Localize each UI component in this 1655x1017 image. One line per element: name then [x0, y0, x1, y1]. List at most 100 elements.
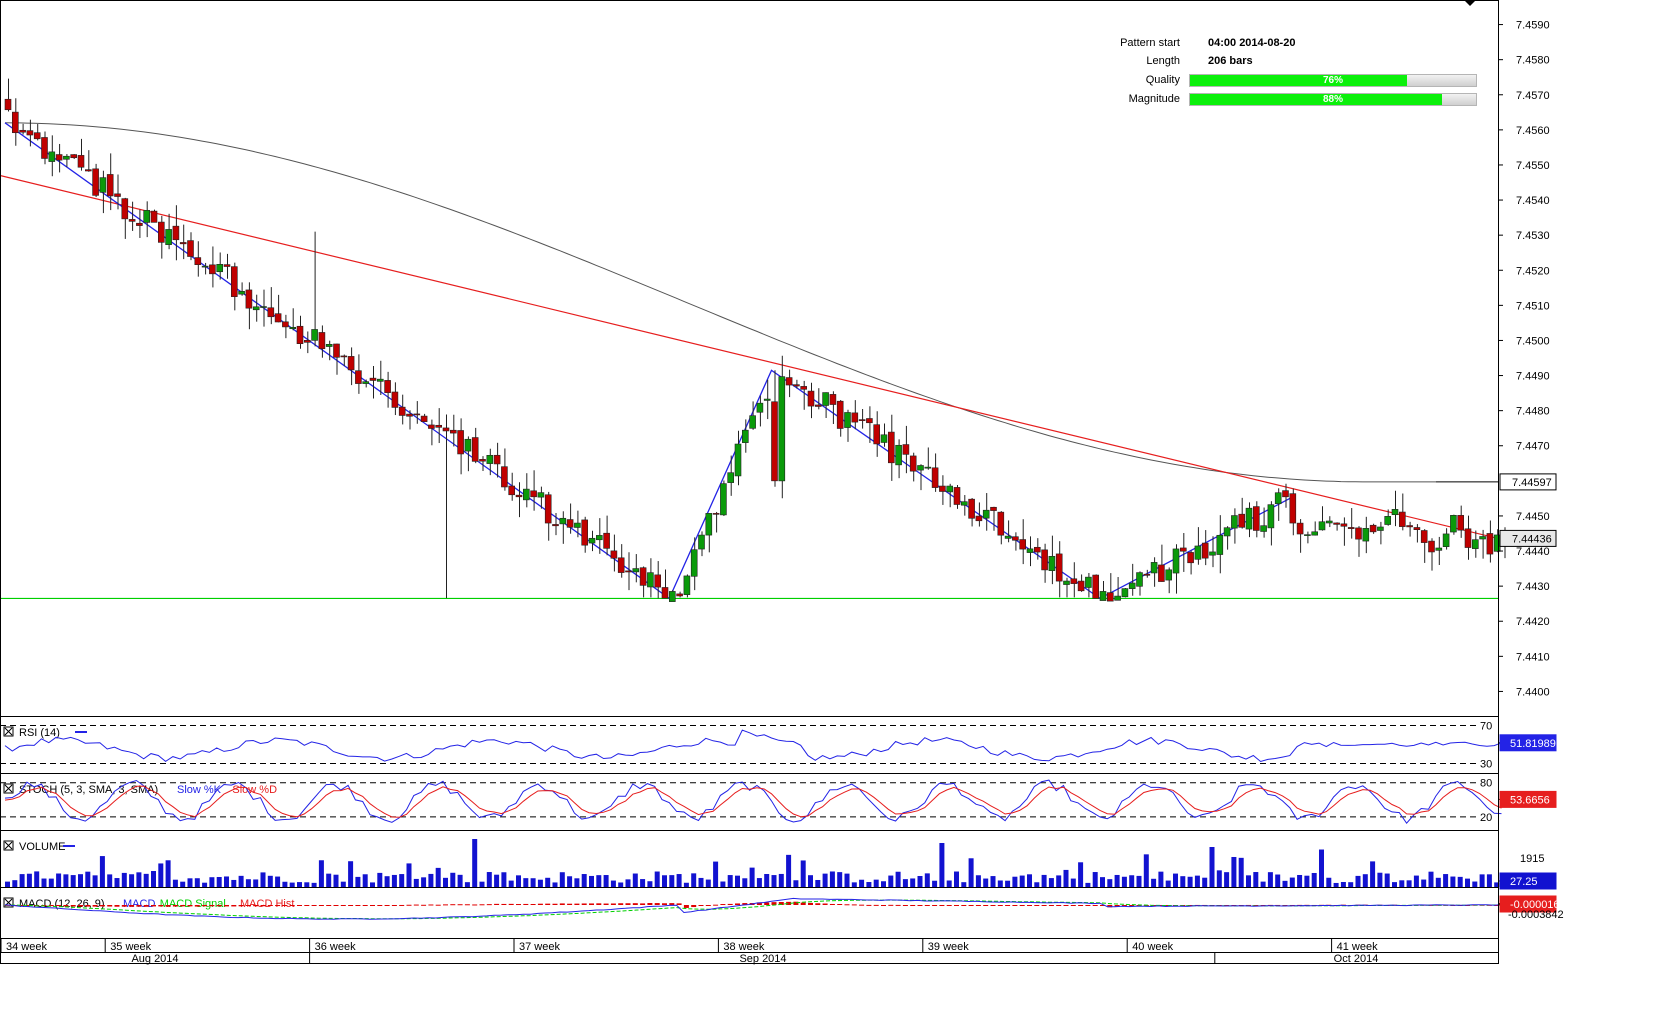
macd-hist-bar [370, 905, 375, 906]
price-tick-label: 7.4570 [1516, 90, 1550, 102]
macd-hist-bar [530, 903, 536, 905]
candle-body [1223, 527, 1231, 537]
candle-body [603, 532, 610, 549]
candle-body [1472, 539, 1479, 549]
candle [1085, 573, 1092, 598]
candle-body [632, 568, 640, 573]
macd-hist-bar [1041, 905, 1047, 906]
macd-hist-bar [1136, 905, 1142, 906]
macd-hist-bar [771, 902, 777, 905]
volume-bar [1465, 878, 1470, 887]
macd-hist-bar [808, 902, 813, 905]
candle-body [866, 418, 873, 424]
candle [1347, 508, 1355, 539]
candle-body [887, 431, 895, 464]
macd-hist-bar [727, 903, 733, 905]
candle-body [1187, 552, 1194, 564]
volume-bar [1392, 882, 1397, 887]
candle [12, 98, 19, 146]
macd-hist-bar [523, 903, 529, 905]
candle-body [1019, 539, 1027, 550]
macd-hist-bar [245, 905, 251, 906]
candle [471, 427, 479, 464]
pattern-start-row: Pattern start 04:00 2014-08-20 [1080, 34, 1580, 52]
candle-body [325, 344, 333, 347]
volume-bar [1297, 874, 1303, 887]
macd-hist-bar [340, 905, 346, 906]
macd-hist-bar [56, 905, 62, 907]
candle [48, 135, 56, 177]
candle [1070, 562, 1078, 598]
candle [420, 413, 428, 422]
volume-bar [370, 882, 375, 887]
candle-body [990, 506, 997, 511]
macd-hist-bar [1187, 905, 1193, 906]
volume-bar [318, 860, 324, 887]
volume-bar [1078, 862, 1084, 887]
candle [581, 516, 589, 553]
volume-bar [902, 879, 908, 887]
candle [1450, 514, 1457, 535]
macd-hist-bar [713, 904, 719, 906]
candle [1136, 571, 1143, 596]
candle [1128, 563, 1136, 596]
candle-body [566, 519, 574, 528]
macd-hist-bar [450, 904, 456, 906]
candle-body [1442, 533, 1450, 547]
candle-body [544, 494, 552, 524]
volume-bar [275, 876, 281, 887]
volume-bar [479, 881, 485, 887]
candle [1150, 557, 1158, 587]
macd-hist-bar [187, 905, 193, 907]
candle [858, 409, 866, 429]
candle [179, 224, 187, 260]
candle [435, 408, 443, 444]
candle [63, 154, 70, 167]
price-label: 7.44436 [1512, 533, 1552, 545]
candle-body [92, 168, 99, 196]
macd-hist-bar [121, 905, 127, 907]
stoch-d-line [4, 785, 1502, 818]
candle-body [4, 98, 12, 111]
macd-hist-bar [1114, 905, 1120, 908]
volume-bar [231, 879, 237, 887]
week-label: 36 week [315, 941, 356, 953]
candle [931, 453, 939, 492]
volume-bar [340, 881, 346, 887]
rsi-level-label: 30 [1480, 759, 1492, 771]
candle-body [705, 513, 713, 536]
candle-body [77, 155, 85, 168]
candle-body [121, 198, 129, 220]
volume-bar [917, 875, 923, 887]
macd-hist-bar [917, 905, 923, 906]
volume-bar [1151, 878, 1157, 887]
candle [1231, 508, 1238, 544]
volume-bar [1370, 861, 1376, 887]
candle-body [1092, 574, 1099, 599]
candle [720, 480, 727, 517]
candle [449, 414, 457, 447]
candle-body [391, 391, 399, 408]
volume-bar [771, 875, 777, 887]
macd-hist-bar [202, 905, 208, 907]
candle-body [1333, 522, 1340, 525]
candle-body [41, 137, 48, 159]
candle [1457, 505, 1464, 538]
price-tick-label: 7.4430 [1516, 581, 1550, 593]
candle [201, 262, 209, 275]
candle [1311, 521, 1318, 536]
macd-hist-bar [946, 905, 952, 906]
candle [829, 391, 837, 424]
macd-hist-bar [348, 905, 354, 906]
candle-body [997, 511, 1005, 536]
volume-bar [1180, 876, 1186, 887]
volume-bar [983, 878, 989, 887]
candle [574, 510, 581, 538]
macd-hist-bar [151, 905, 156, 907]
volume-bar [808, 875, 813, 887]
candle-body [99, 177, 107, 193]
candle-body [1077, 580, 1085, 592]
candle [501, 448, 508, 491]
candle [1428, 538, 1435, 571]
